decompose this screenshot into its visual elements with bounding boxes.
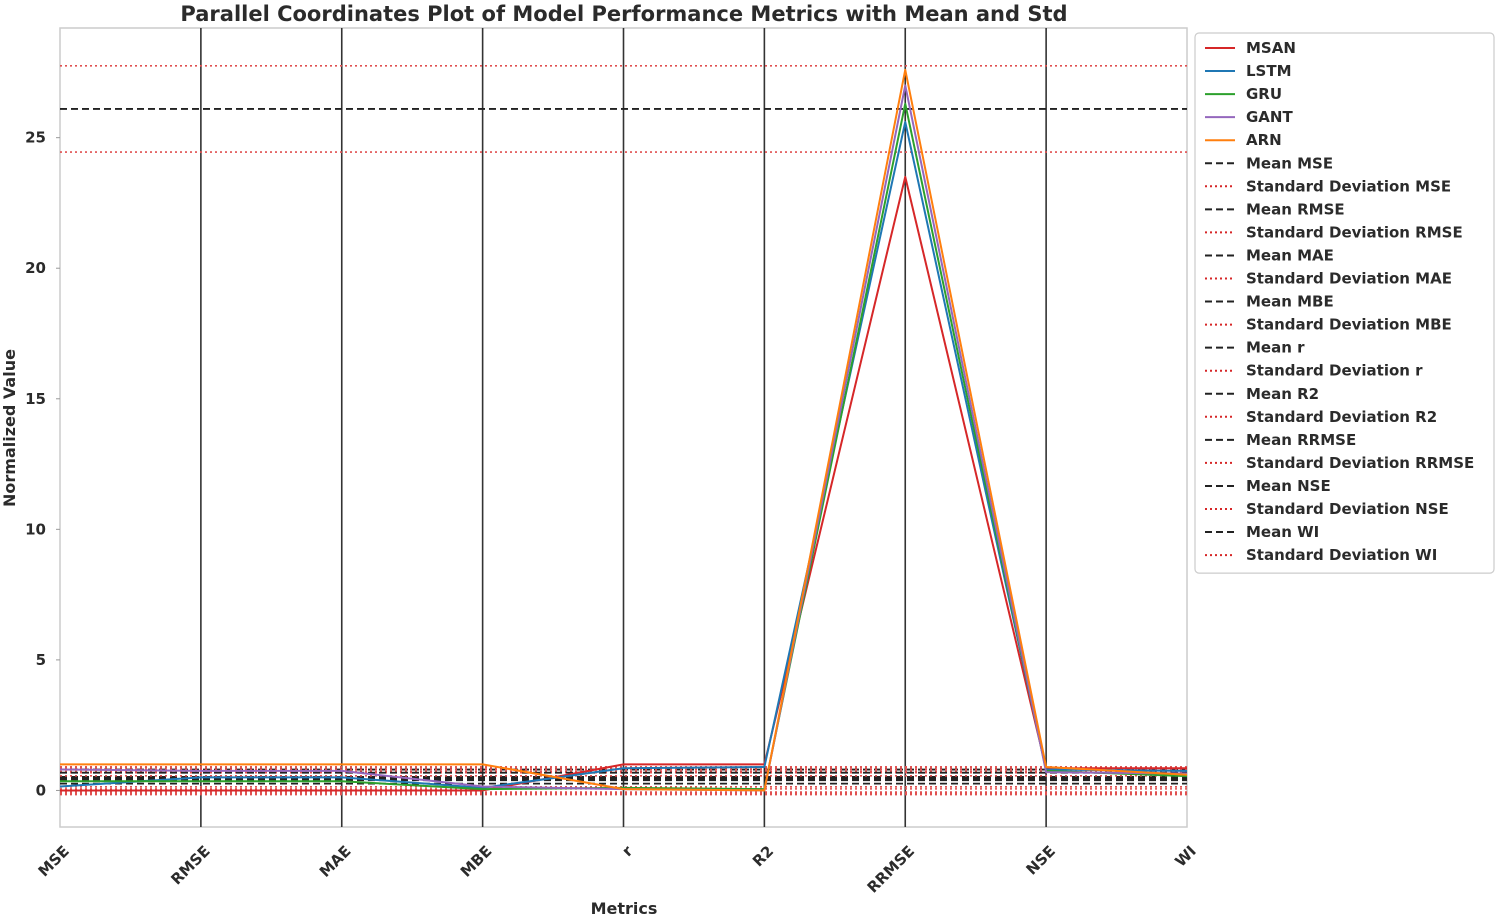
x-tick-label: MAE: [316, 842, 355, 881]
legend: MSAN LSTM GRU GANT ARN Mean MSE Standard Devia…: [1194, 32, 1495, 574]
y-tick-label: 10: [25, 520, 46, 538]
legend-label: Mean MSE: [1246, 154, 1333, 172]
x-tick-label: MSE: [35, 842, 73, 880]
legend-label: Standard Deviation MAE: [1246, 270, 1452, 288]
legend-label: ARN: [1246, 131, 1282, 149]
legend-label: Mean MBE: [1246, 293, 1334, 311]
legend-label: GRU: [1246, 85, 1282, 103]
legend-label: Mean MAE: [1246, 246, 1334, 264]
legend-label: Mean WI: [1246, 523, 1319, 541]
y-tick-label: 0: [36, 781, 46, 799]
series-line-msan: [60, 175, 1187, 792]
legend-label: Mean r: [1246, 339, 1305, 357]
legend-label: Standard Deviation NSE: [1246, 500, 1449, 518]
x-tick-label: RMSE: [167, 842, 213, 888]
series-line-arn: [60, 68, 1188, 792]
y-axis-title: Normalized Value: [0, 349, 19, 507]
x-axis-title: Metrics: [591, 899, 658, 917]
legend-label: Standard Deviation MBE: [1246, 316, 1452, 334]
y-tick-label: 5: [36, 651, 46, 669]
x-tick-label: NSE: [1022, 842, 1058, 878]
legend-label: LSTM: [1246, 62, 1292, 80]
legend-label: GANT: [1246, 108, 1293, 126]
legend-label: Standard Deviation r: [1246, 362, 1423, 380]
legend-label: Mean NSE: [1246, 477, 1331, 495]
legend-label: Mean RRMSE: [1246, 431, 1356, 449]
series-line-lstm: [59, 121, 1188, 789]
legend-box: [1194, 32, 1495, 574]
x-tick-label: MBE: [457, 842, 496, 881]
legend-label: Mean RMSE: [1246, 200, 1345, 218]
legend-label: Standard Deviation WI: [1246, 546, 1437, 564]
series-line-gru: [60, 102, 1188, 791]
x-tick-label: WI: [1171, 842, 1199, 870]
legend-label: Mean R2: [1246, 385, 1319, 403]
plot-area: 0 5 10 15 20 25 MSE RMSE MAE MBE r R2 RRMSE NSE WI: [25, 27, 1200, 897]
legend-label: Standard Deviation MSE: [1246, 177, 1451, 195]
x-tick-label: r: [618, 842, 636, 860]
legend-label: Standard Deviation RRMSE: [1246, 454, 1474, 472]
y-tick-label: 20: [25, 259, 46, 277]
x-tick-label: R2: [749, 842, 777, 870]
legend-label: Standard Deviation R2: [1246, 408, 1437, 426]
y-tick-label: 15: [25, 390, 46, 408]
legend-label: Standard Deviation RMSE: [1246, 223, 1463, 241]
chart-title: Parallel Coordinates Plot of Model Perfo…: [180, 2, 1067, 26]
legend-label: MSAN: [1246, 39, 1296, 57]
x-tick-label: RRMSE: [864, 842, 919, 897]
y-tick-label: 25: [25, 129, 46, 147]
